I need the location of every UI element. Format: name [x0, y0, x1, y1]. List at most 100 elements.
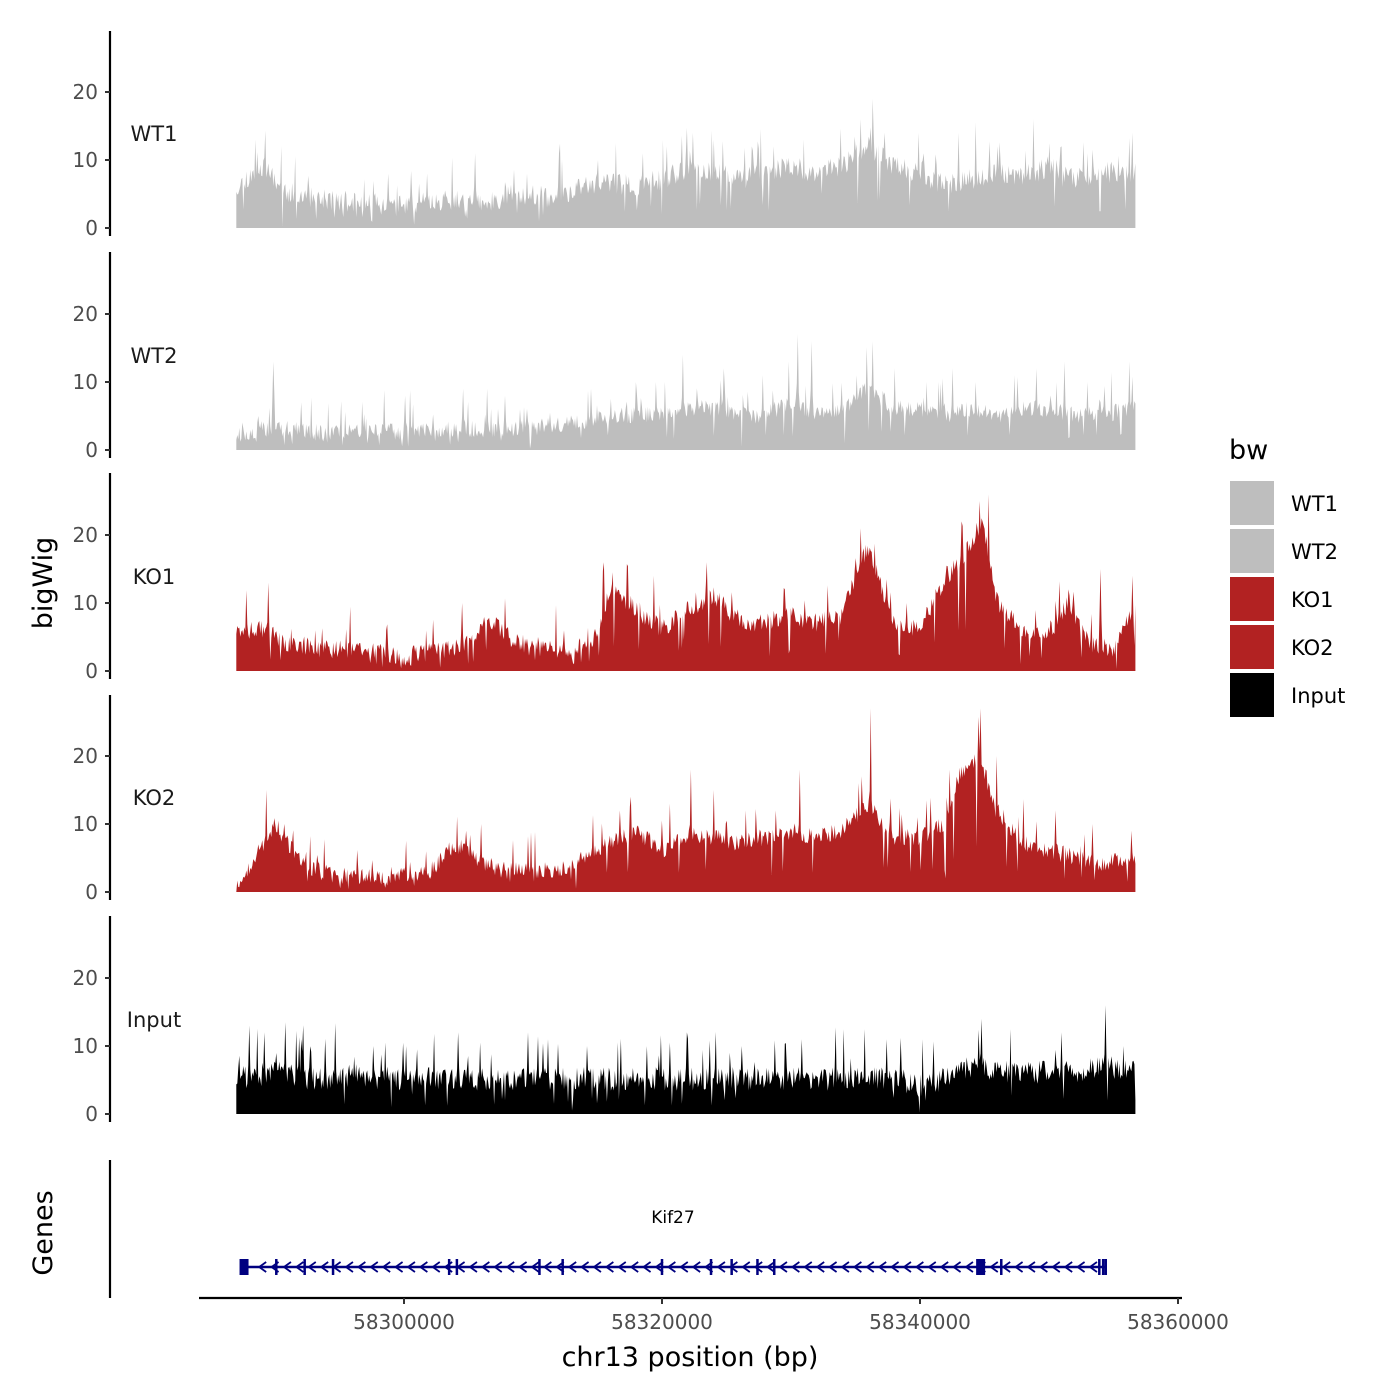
strand-chevron	[716, 1261, 726, 1273]
gene-exon	[447, 1259, 451, 1275]
y-tick-label: 20	[73, 744, 98, 768]
x-tick-label: 58360000	[1127, 1310, 1229, 1334]
y-tick-label: 20	[73, 302, 98, 326]
strand-chevron	[728, 1261, 738, 1273]
strand-chevron	[1014, 1261, 1024, 1273]
coverage-area-input	[236, 1005, 1136, 1114]
track-label-ko2: KO2	[133, 786, 176, 810]
y-tick-label: 10	[73, 812, 98, 836]
gene-exon	[709, 1259, 713, 1275]
genes-panel: Kif27	[108, 1160, 1108, 1298]
legend-label-ko1: KO1	[1291, 588, 1334, 612]
legend-title: bw	[1229, 435, 1268, 466]
strand-chevron	[592, 1261, 602, 1273]
strand-chevron	[902, 1261, 912, 1273]
strand-chevron	[877, 1261, 887, 1273]
strand-chevron	[642, 1261, 652, 1273]
strand-chevron	[778, 1261, 788, 1273]
y-tick-label: 0	[85, 438, 98, 462]
strand-chevron	[964, 1261, 974, 1273]
strand-chevron	[914, 1261, 924, 1273]
gene-exon	[538, 1259, 541, 1275]
strand-chevron	[493, 1261, 503, 1273]
strand-chevron	[344, 1261, 354, 1273]
strand-chevron	[691, 1261, 701, 1273]
legend: bw WT1 WT2 KO1 KO2 Input	[1228, 435, 1345, 719]
gene-label: Kif27	[651, 1208, 695, 1228]
strand-chevron	[1088, 1261, 1098, 1273]
track-ko1: 0 10 20 KO1	[73, 473, 1136, 683]
track-input: 0 10 20 Input	[73, 916, 1136, 1126]
strand-chevron	[1076, 1261, 1086, 1273]
coverage-area-ko1	[236, 494, 1136, 671]
legend-swatch-ko1	[1228, 575, 1276, 623]
y-tick-label: 0	[85, 1102, 98, 1126]
x-axis: 58300000 58320000 58340000 58360000	[199, 1296, 1229, 1334]
gene-exon	[331, 1259, 335, 1275]
strand-chevron	[480, 1261, 490, 1273]
strand-chevron	[294, 1261, 304, 1273]
gene-exon	[303, 1259, 306, 1275]
strand-chevron	[629, 1261, 639, 1273]
legend-label-wt1: WT1	[1291, 492, 1338, 516]
strand-chevron	[394, 1261, 404, 1273]
gene-exon	[660, 1259, 664, 1275]
x-tick-label: 58300000	[353, 1310, 455, 1334]
strand-chevron	[356, 1261, 366, 1273]
y-axis-title: bigWig	[28, 537, 59, 630]
strand-chevron	[890, 1261, 900, 1273]
gene-exon	[1098, 1259, 1101, 1275]
strand-chevron	[952, 1261, 962, 1273]
strand-chevron	[369, 1261, 379, 1273]
strand-chevron	[406, 1261, 416, 1273]
strand-chevron	[753, 1261, 763, 1273]
strand-chevron	[666, 1261, 676, 1273]
y-tick-label: 10	[73, 591, 98, 615]
y-tick-label: 10	[73, 1034, 98, 1058]
strand-chevron	[319, 1261, 329, 1273]
legend-label-wt2: WT2	[1291, 540, 1338, 564]
gene-exon	[976, 1259, 986, 1275]
strand-chevron	[840, 1261, 850, 1273]
y-tick-label: 20	[73, 80, 98, 104]
gene-exon	[730, 1259, 733, 1275]
strand-chevron	[989, 1261, 999, 1273]
gene-exon	[239, 1259, 249, 1275]
strand-chevron	[257, 1261, 267, 1273]
coverage-tracks: 0 10 20 WT1 0 10 20 WT2 0 10 20 KO1 0 10 20 KO2 0 10 20 Inp…	[73, 31, 1136, 1126]
track-label-input: Input	[127, 1008, 181, 1032]
genes-axis-title: Genes	[28, 1190, 59, 1275]
legend-swatch-input	[1228, 671, 1276, 719]
strand-chevron	[518, 1261, 528, 1273]
strand-chevron	[431, 1261, 441, 1273]
strand-chevron	[803, 1261, 813, 1273]
strand-chevron	[815, 1261, 825, 1273]
x-tick-label: 58340000	[869, 1310, 971, 1334]
track-label-wt1: WT1	[131, 122, 178, 146]
strand-chevron	[381, 1261, 391, 1273]
y-tick-label: 20	[73, 966, 98, 990]
gene-exon	[275, 1259, 278, 1275]
y-tick-label: 10	[73, 148, 98, 172]
strand-chevron	[828, 1261, 838, 1273]
legend-label-ko2: KO2	[1291, 636, 1334, 660]
gene-exon	[1101, 1259, 1105, 1275]
x-tick-label: 58320000	[611, 1310, 713, 1334]
track-label-ko1: KO1	[133, 565, 176, 589]
strand-chevron	[282, 1261, 292, 1273]
strand-chevron	[307, 1261, 317, 1273]
y-tick-label: 0	[85, 659, 98, 683]
legend-swatch-wt2	[1228, 527, 1276, 575]
strand-chevron	[741, 1261, 751, 1273]
gene-exon	[772, 1259, 776, 1275]
gene-exon	[561, 1259, 564, 1275]
strand-chevron	[1038, 1261, 1048, 1273]
gene-exon	[1000, 1259, 1003, 1275]
coverage-area-wt1	[236, 98, 1136, 228]
strand-chevron	[1051, 1261, 1061, 1273]
legend-swatch-ko2	[1228, 623, 1276, 671]
strand-chevron	[679, 1261, 689, 1273]
strand-chevron	[927, 1261, 937, 1273]
track-wt2: 0 10 20 WT2	[73, 252, 1136, 462]
